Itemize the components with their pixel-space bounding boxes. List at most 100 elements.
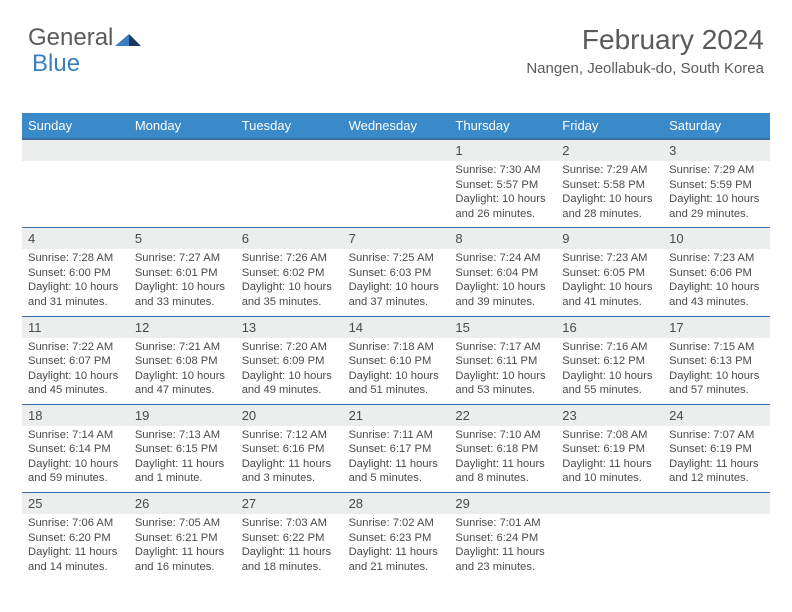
- sunrise-text: Sunrise: 7:11 AM: [349, 428, 444, 443]
- sunset-text: Sunset: 6:13 PM: [669, 354, 764, 369]
- detail-row: Sunrise: 7:30 AMSunset: 5:57 PMDaylight:…: [22, 161, 770, 227]
- day-number: [236, 138, 343, 161]
- sunrise-text: Sunrise: 7:30 AM: [455, 163, 550, 178]
- sunrise-text: Sunrise: 7:10 AM: [455, 428, 550, 443]
- sunrise-text: Sunrise: 7:23 AM: [669, 251, 764, 266]
- day-detail: Sunrise: 7:29 AMSunset: 5:59 PMDaylight:…: [663, 161, 770, 227]
- sunrise-text: Sunrise: 7:27 AM: [135, 251, 230, 266]
- daylight-text: Daylight: 10 hours and 35 minutes.: [242, 280, 337, 309]
- daylight-text: Daylight: 11 hours and 21 minutes.: [349, 545, 444, 574]
- sunrise-text: Sunrise: 7:07 AM: [669, 428, 764, 443]
- sunrise-text: Sunrise: 7:25 AM: [349, 251, 444, 266]
- daylight-text: Daylight: 11 hours and 16 minutes.: [135, 545, 230, 574]
- day-detail: [22, 161, 129, 227]
- day-detail: Sunrise: 7:11 AMSunset: 6:17 PMDaylight:…: [343, 426, 450, 492]
- daylight-text: Daylight: 10 hours and 41 minutes.: [562, 280, 657, 309]
- sunset-text: Sunset: 6:12 PM: [562, 354, 657, 369]
- day-number: 27: [236, 492, 343, 514]
- sunrise-text: Sunrise: 7:22 AM: [28, 340, 123, 355]
- daylight-text: Daylight: 11 hours and 12 minutes.: [669, 457, 764, 486]
- day-detail: Sunrise: 7:25 AMSunset: 6:03 PMDaylight:…: [343, 249, 450, 315]
- daynum-row: 123: [22, 138, 770, 161]
- brand-logo: General: [28, 24, 119, 52]
- day-detail: Sunrise: 7:15 AMSunset: 6:13 PMDaylight:…: [663, 338, 770, 404]
- sunrise-text: Sunrise: 7:24 AM: [455, 251, 550, 266]
- day-number: 11: [22, 316, 129, 338]
- sunset-text: Sunset: 6:17 PM: [349, 442, 444, 457]
- day-number: 12: [129, 316, 236, 338]
- day-detail: [556, 514, 663, 580]
- day-detail: Sunrise: 7:23 AMSunset: 6:06 PMDaylight:…: [663, 249, 770, 315]
- day-number: 5: [129, 227, 236, 249]
- daynum-row: 18192021222324: [22, 404, 770, 426]
- day-number: [556, 492, 663, 514]
- sunset-text: Sunset: 6:08 PM: [135, 354, 230, 369]
- day-detail: Sunrise: 7:27 AMSunset: 6:01 PMDaylight:…: [129, 249, 236, 315]
- detail-row: Sunrise: 7:28 AMSunset: 6:00 PMDaylight:…: [22, 249, 770, 315]
- day-detail: Sunrise: 7:17 AMSunset: 6:11 PMDaylight:…: [449, 338, 556, 404]
- day-number: 25: [22, 492, 129, 514]
- sunset-text: Sunset: 6:16 PM: [242, 442, 337, 457]
- day-number: 26: [129, 492, 236, 514]
- sunset-text: Sunset: 6:15 PM: [135, 442, 230, 457]
- day-detail: [663, 514, 770, 580]
- day-detail: Sunrise: 7:28 AMSunset: 6:00 PMDaylight:…: [22, 249, 129, 315]
- sunset-text: Sunset: 6:22 PM: [242, 531, 337, 546]
- sunset-text: Sunset: 6:09 PM: [242, 354, 337, 369]
- sunrise-text: Sunrise: 7:18 AM: [349, 340, 444, 355]
- day-number: 13: [236, 316, 343, 338]
- dow-header-row: SundayMondayTuesdayWednesdayThursdayFrid…: [22, 113, 770, 138]
- day-number: 3: [663, 138, 770, 161]
- dow-header-cell: Sunday: [22, 113, 129, 138]
- sunset-text: Sunset: 6:18 PM: [455, 442, 550, 457]
- daylight-text: Daylight: 10 hours and 28 minutes.: [562, 192, 657, 221]
- detail-row: Sunrise: 7:06 AMSunset: 6:20 PMDaylight:…: [22, 514, 770, 580]
- sunrise-text: Sunrise: 7:29 AM: [669, 163, 764, 178]
- daylight-text: Daylight: 10 hours and 59 minutes.: [28, 457, 123, 486]
- daylight-text: Daylight: 11 hours and 3 minutes.: [242, 457, 337, 486]
- daylight-text: Daylight: 10 hours and 57 minutes.: [669, 369, 764, 398]
- day-number: 9: [556, 227, 663, 249]
- dow-header-cell: Saturday: [663, 113, 770, 138]
- sunset-text: Sunset: 6:14 PM: [28, 442, 123, 457]
- sunset-text: Sunset: 6:20 PM: [28, 531, 123, 546]
- sunset-text: Sunset: 6:04 PM: [455, 266, 550, 281]
- dow-header-cell: Monday: [129, 113, 236, 138]
- sunrise-text: Sunrise: 7:08 AM: [562, 428, 657, 443]
- day-detail: Sunrise: 7:03 AMSunset: 6:22 PMDaylight:…: [236, 514, 343, 580]
- day-detail: Sunrise: 7:29 AMSunset: 5:58 PMDaylight:…: [556, 161, 663, 227]
- day-number: 18: [22, 404, 129, 426]
- day-number: 4: [22, 227, 129, 249]
- day-number: 1: [449, 138, 556, 161]
- day-number: [663, 492, 770, 514]
- day-number: 20: [236, 404, 343, 426]
- sunrise-text: Sunrise: 7:02 AM: [349, 516, 444, 531]
- day-detail: Sunrise: 7:06 AMSunset: 6:20 PMDaylight:…: [22, 514, 129, 580]
- daylight-text: Daylight: 11 hours and 5 minutes.: [349, 457, 444, 486]
- day-detail: Sunrise: 7:30 AMSunset: 5:57 PMDaylight:…: [449, 161, 556, 227]
- logo-text-general: General: [28, 24, 113, 52]
- sunset-text: Sunset: 6:19 PM: [562, 442, 657, 457]
- sunset-text: Sunset: 6:02 PM: [242, 266, 337, 281]
- daylight-text: Daylight: 10 hours and 43 minutes.: [669, 280, 764, 309]
- sunrise-text: Sunrise: 7:03 AM: [242, 516, 337, 531]
- sunset-text: Sunset: 6:19 PM: [669, 442, 764, 457]
- sunrise-text: Sunrise: 7:12 AM: [242, 428, 337, 443]
- day-detail: Sunrise: 7:10 AMSunset: 6:18 PMDaylight:…: [449, 426, 556, 492]
- day-number: 28: [343, 492, 450, 514]
- sunrise-text: Sunrise: 7:13 AM: [135, 428, 230, 443]
- day-detail: Sunrise: 7:01 AMSunset: 6:24 PMDaylight:…: [449, 514, 556, 580]
- day-number: 10: [663, 227, 770, 249]
- day-detail: Sunrise: 7:13 AMSunset: 6:15 PMDaylight:…: [129, 426, 236, 492]
- daylight-text: Daylight: 10 hours and 29 minutes.: [669, 192, 764, 221]
- location-subtitle: Nangen, Jeollabuk-do, South Korea: [526, 60, 764, 77]
- day-number: 19: [129, 404, 236, 426]
- day-number: 21: [343, 404, 450, 426]
- day-number: 8: [449, 227, 556, 249]
- day-number: 17: [663, 316, 770, 338]
- daynum-row: 45678910: [22, 227, 770, 249]
- page-header: General February 2024 Nangen, Jeollabuk-…: [0, 0, 792, 85]
- detail-row: Sunrise: 7:22 AMSunset: 6:07 PMDaylight:…: [22, 338, 770, 404]
- daylight-text: Daylight: 10 hours and 31 minutes.: [28, 280, 123, 309]
- dow-header-cell: Thursday: [449, 113, 556, 138]
